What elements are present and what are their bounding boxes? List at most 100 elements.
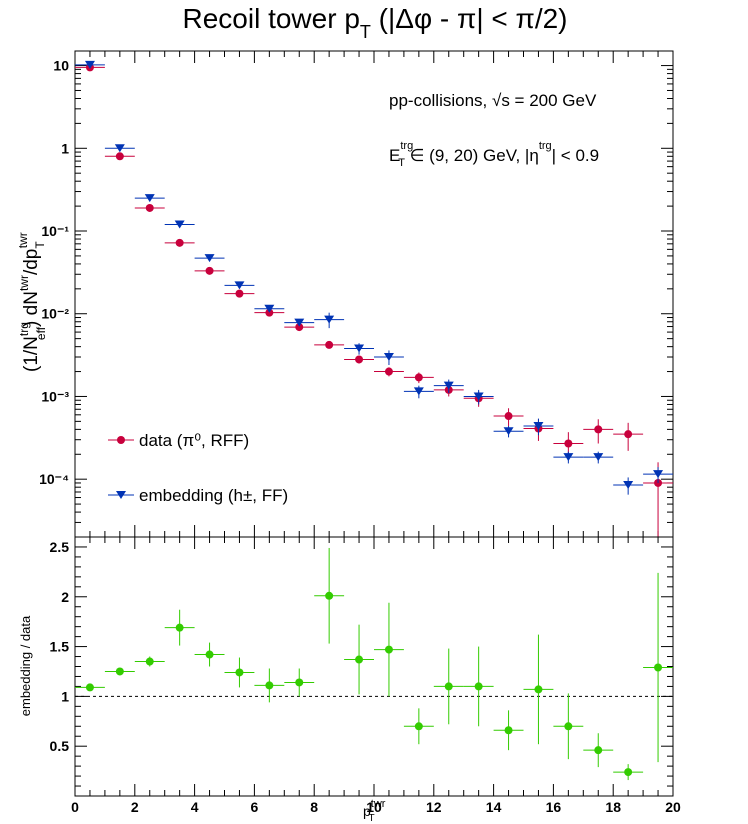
embedding-point <box>463 389 494 405</box>
ratio-y-axis: 0.5 1 1.5 2 2.5 <box>50 539 673 787</box>
embedding-point <box>314 312 345 329</box>
embedding-point <box>643 467 673 483</box>
data-marker <box>235 289 244 298</box>
ratio-plot-frame <box>74 536 674 797</box>
x-axis: 0 2 4 6 8 10 12 14 16 18 20 <box>71 537 681 815</box>
x-tick-label: 14 <box>486 799 502 815</box>
legend-embedding-label: embedding (h±, FF) <box>139 486 288 505</box>
embedding-marker <box>234 281 245 290</box>
embedding-marker <box>473 392 484 401</box>
x-tick-label: 16 <box>546 799 562 815</box>
embedding-marker <box>84 60 95 69</box>
trigger-annotation: Etrg T ∈ (9, 20) GeV, |ηtrg| < 0.9 <box>389 140 599 169</box>
data-point <box>403 372 434 384</box>
ratio-point <box>493 710 524 751</box>
embedding-marker <box>264 304 275 313</box>
data-marker <box>115 152 124 161</box>
y-tick-label: 2 <box>61 589 69 605</box>
ratio-marker <box>504 726 513 735</box>
data-point <box>314 340 345 349</box>
ratio-marker <box>295 678 304 687</box>
embedding-point <box>75 60 105 69</box>
data-marker <box>205 266 214 275</box>
ratio-point <box>433 648 464 725</box>
embedding-marker <box>653 470 664 479</box>
embedding-marker <box>563 453 574 462</box>
data-marker <box>594 425 603 434</box>
embedding-marker <box>354 344 365 353</box>
data-point <box>104 152 135 161</box>
ratio-marker <box>534 685 543 694</box>
ratio-point <box>254 668 285 703</box>
embedding-marker <box>114 144 125 153</box>
embedding-marker <box>443 381 454 390</box>
embedding-point <box>493 425 524 438</box>
top-plot-frame <box>74 50 674 538</box>
ratio-point <box>194 642 225 667</box>
ratio-marker <box>624 768 633 777</box>
data-point <box>613 422 644 451</box>
y-tick-label: 2.5 <box>50 539 70 555</box>
embedding-point <box>164 220 195 229</box>
data-series <box>75 63 673 537</box>
x-tick-label: 8 <box>310 799 318 815</box>
x-tick-label: 4 <box>191 799 199 815</box>
data-marker <box>175 238 184 247</box>
ratio-point <box>284 668 315 697</box>
embedding-point <box>224 281 255 290</box>
ratio-point <box>613 764 644 781</box>
ratio-marker <box>444 682 453 691</box>
embedding-point <box>433 379 464 394</box>
ratio-point <box>75 683 105 692</box>
x-tick-label: 12 <box>426 799 442 815</box>
embedding-point <box>284 318 315 327</box>
data-point <box>134 203 165 212</box>
ratio-point <box>164 609 195 646</box>
legend-data-label: data (π⁰, RFF) <box>139 431 249 450</box>
ratio-marker <box>145 657 154 666</box>
ratio-point <box>224 657 255 688</box>
embedding-marker <box>144 194 155 203</box>
x-tick-label: 2 <box>131 799 139 815</box>
x-axis-label: ptwr T <box>363 798 386 824</box>
embedding-point <box>134 194 165 203</box>
data-point <box>583 419 614 444</box>
ratio-marker <box>325 591 334 600</box>
embedding-point <box>523 418 554 436</box>
legend-entry-data: data (π⁰, RFF) <box>108 431 249 450</box>
embedding-point <box>613 477 644 495</box>
ratio-marker <box>265 681 274 690</box>
x-tick-label: 0 <box>71 799 79 815</box>
data-point <box>374 367 404 377</box>
ratio-marker <box>85 683 94 692</box>
data-point <box>164 238 195 247</box>
data-marker <box>325 340 334 349</box>
top-y-axis-label: (1/Ntrg eff) dNtwr/dpTtwr <box>16 232 48 372</box>
embedding-marker <box>174 220 185 229</box>
y-tick-label: 1.5 <box>50 639 70 655</box>
x-tick-label: 6 <box>251 799 259 815</box>
ratio-marker <box>384 645 393 654</box>
legend-entry-embedding: embedding (h±, FF) <box>108 486 288 505</box>
legend-data-marker <box>117 436 125 444</box>
ratio-point <box>583 733 614 768</box>
data-marker <box>295 323 304 332</box>
data-point <box>344 355 374 364</box>
ratio-point <box>403 708 434 745</box>
data-point <box>194 266 225 275</box>
data-marker <box>414 373 423 382</box>
embedding-marker <box>324 315 335 324</box>
ratio-marker <box>474 682 483 691</box>
ratio-point <box>523 634 554 745</box>
chart-title: Recoil tower pT (|Δφ - π| < π/2) <box>182 3 567 42</box>
ratio-point <box>643 572 673 763</box>
ratio-point <box>553 693 584 760</box>
y-tick-label: 10⁻⁴ <box>39 471 69 487</box>
y-tick-label: 10⁻² <box>41 306 69 322</box>
data-marker <box>145 203 154 212</box>
ratio-y-axis-label: embedding / data <box>18 615 33 716</box>
ratio-marker <box>205 650 214 659</box>
embedding-point <box>374 350 404 366</box>
data-marker <box>384 367 393 376</box>
embedding-point <box>194 254 225 263</box>
